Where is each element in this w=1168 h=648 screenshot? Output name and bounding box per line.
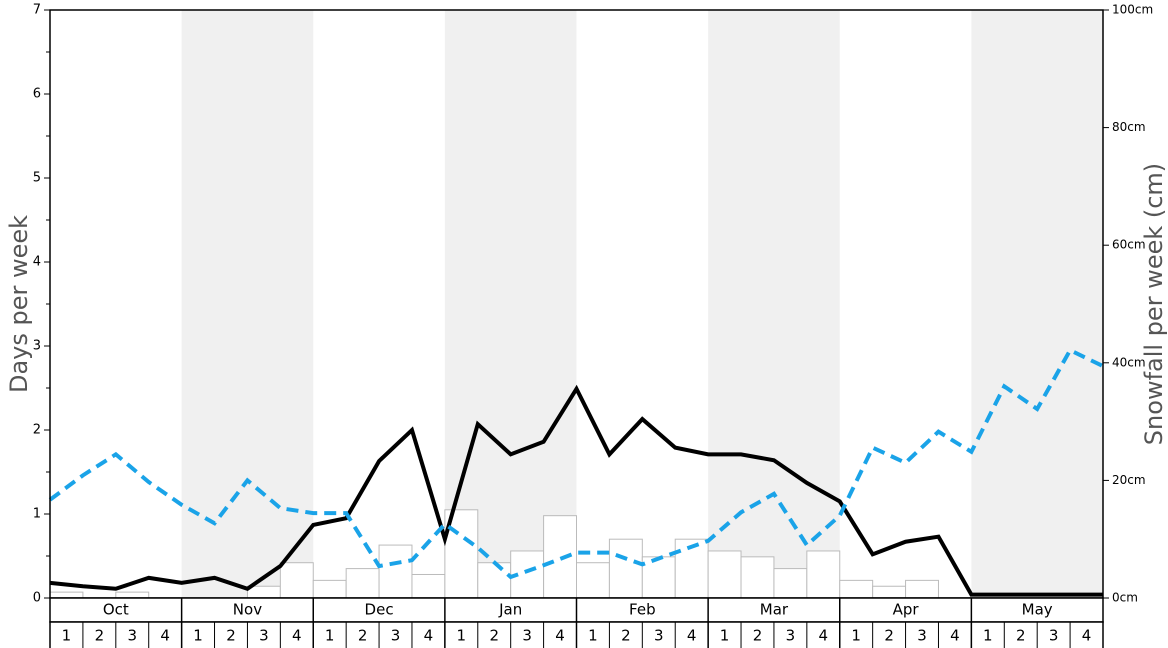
snowfall-bar — [279, 562, 314, 599]
snowfall-bar — [477, 562, 512, 599]
month-label: Apr — [893, 601, 920, 619]
y2-tick-label: 100cm — [1112, 3, 1153, 17]
week-label: 4 — [1082, 627, 1092, 645]
week-label: 1 — [720, 627, 730, 645]
snowfall-bar — [740, 556, 775, 599]
snowfall-bar — [839, 579, 874, 599]
snowfall-bar — [115, 591, 150, 599]
snowfall-bar — [345, 568, 380, 599]
week-label: 1 — [983, 627, 993, 645]
days-line — [49, 384, 1103, 597]
month-label: Feb — [629, 601, 656, 619]
week-label: 4 — [555, 627, 565, 645]
y2-tick-label: 0cm — [1112, 591, 1138, 605]
week-label: 4 — [292, 627, 302, 645]
week-label: 3 — [654, 627, 664, 645]
y2-tick-label: 80cm — [1112, 120, 1146, 134]
y-axis-label: Days per week — [5, 215, 33, 393]
week-label: 2 — [753, 627, 763, 645]
week-label: 4 — [160, 627, 170, 645]
week-label: 2 — [358, 627, 368, 645]
snowfall-bar — [608, 538, 643, 599]
week-label: 3 — [391, 627, 401, 645]
week-label: 3 — [1049, 627, 1059, 645]
month-shade — [708, 10, 840, 598]
week-label: 4 — [687, 627, 697, 645]
month-label: Oct — [103, 601, 129, 619]
week-label: 1 — [851, 627, 861, 645]
y-tick-label: 3 — [33, 339, 41, 354]
y-tick-label: 0 — [33, 591, 41, 606]
snowfall-bar — [49, 591, 84, 599]
month-label: Mar — [760, 601, 789, 619]
y-tick-label: 1 — [33, 507, 41, 522]
snowfall-bar — [905, 579, 939, 599]
week-label: 2 — [884, 627, 894, 645]
month-shade — [181, 10, 314, 598]
y2-tick-label: 20cm — [1112, 473, 1146, 487]
week-label: 4 — [950, 627, 960, 645]
week-label: 3 — [259, 627, 269, 645]
snowfall-bar — [246, 585, 281, 599]
y2-tick-label: 60cm — [1112, 238, 1146, 252]
week-label: 3 — [522, 627, 532, 645]
week-label: 1 — [325, 627, 335, 645]
snowfall-bar — [411, 573, 446, 599]
week-label: 1 — [193, 627, 203, 645]
y2-tick-label: 40cm — [1112, 355, 1146, 369]
week-label: 3 — [127, 627, 137, 645]
month-label: Jan — [498, 601, 522, 619]
y2-axis-label: Snowfall per week (cm) — [1140, 163, 1168, 445]
week-label: 1 — [62, 627, 72, 645]
week-label: 2 — [226, 627, 236, 645]
y-tick-label: 7 — [33, 3, 41, 18]
week-label: 2 — [1016, 627, 1026, 645]
week-label: 3 — [786, 627, 796, 645]
month-label: Nov — [233, 601, 262, 619]
week-label: 2 — [95, 627, 105, 645]
month-label: Dec — [365, 601, 394, 619]
y-tick-label: 2 — [33, 423, 41, 438]
snowfall-bar — [378, 544, 413, 599]
snowfall-bar — [576, 562, 610, 599]
week-label: 2 — [489, 627, 499, 645]
y-tick-label: 4 — [33, 255, 41, 270]
days-line — [48, 347, 1104, 580]
month-shade — [971, 10, 1103, 598]
snowfall-bar — [707, 550, 742, 599]
y-tick-label: 5 — [33, 171, 41, 186]
week-label: 2 — [621, 627, 631, 645]
snowfall-bar — [773, 568, 808, 599]
week-label: 1 — [588, 627, 598, 645]
month-shade — [444, 10, 577, 598]
snowfall-bar — [641, 556, 676, 599]
month-label: May — [1022, 601, 1053, 619]
y-tick-label: 6 — [33, 87, 41, 102]
week-label: 4 — [819, 627, 829, 645]
week-label: 4 — [424, 627, 434, 645]
snowfall-bar — [312, 579, 347, 599]
snowfall-bar — [872, 585, 907, 599]
snowfall-bar — [806, 550, 841, 599]
week-label: 1 — [457, 627, 467, 645]
week-label: 3 — [917, 627, 927, 645]
